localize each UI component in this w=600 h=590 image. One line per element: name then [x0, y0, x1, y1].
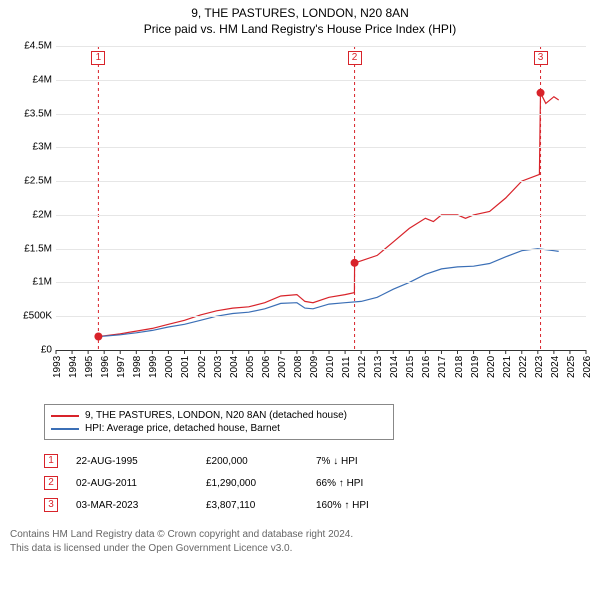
tx-pct: 66% ↑ HPI — [316, 478, 396, 489]
series-hpi — [98, 249, 558, 337]
chart-title: 9, THE PASTURES, LONDON, N20 8AN — [0, 0, 600, 20]
y-axis-label: £1M — [33, 277, 52, 288]
tx-marker-box: 1 — [91, 51, 105, 65]
y-axis-label: £3M — [33, 142, 52, 153]
y-gridline — [56, 147, 586, 148]
y-gridline — [56, 181, 586, 182]
legend: 9, THE PASTURES, LONDON, N20 8AN (detach… — [44, 404, 394, 440]
tx-index-box: 1 — [44, 454, 58, 468]
tx-row: 1 22-AUG-1995£200,0007% ↓ HPI — [44, 450, 396, 472]
legend-swatch — [51, 415, 79, 417]
y-axis-label: £0 — [41, 345, 52, 356]
y-axis-label: £1.5M — [24, 243, 52, 254]
y-axis-label: £3.5M — [24, 108, 52, 119]
tx-price: £200,000 — [206, 456, 316, 467]
tx-row: 2 02-AUG-2011£1,290,00066% ↑ HPI — [44, 472, 396, 494]
legend-swatch — [51, 428, 79, 430]
tx-marker-box: 3 — [534, 51, 548, 65]
y-axis-label: £4.5M — [24, 41, 52, 52]
footer-attribution: Contains HM Land Registry data © Crown c… — [10, 528, 353, 555]
y-gridline — [56, 316, 586, 317]
tx-price: £3,807,110 — [206, 500, 316, 511]
y-gridline — [56, 350, 586, 351]
x-axis-label: 2026 — [582, 356, 600, 378]
y-gridline — [56, 46, 586, 47]
footer-line: Contains HM Land Registry data © Crown c… — [10, 528, 353, 542]
tx-date: 03-MAR-2023 — [76, 500, 206, 511]
chart-area: £0 £500K £1M £1.5M £2M £2.5M £3M £3.5M £4M £4.5M 1… — [0, 40, 600, 398]
footer-line: This data is licensed under the Open Gov… — [10, 542, 353, 556]
y-gridline — [56, 282, 586, 283]
tx-date: 22-AUG-1995 — [76, 456, 206, 467]
tx-marker-dot — [537, 89, 545, 97]
y-gridline — [56, 249, 586, 250]
tx-marker-box: 2 — [348, 51, 362, 65]
chart-svg — [56, 46, 586, 350]
plot-area — [56, 46, 586, 350]
chart-subtitle: Price paid vs. HM Land Registry's House … — [0, 20, 600, 36]
tx-row: 3 03-MAR-2023£3,807,110160% ↑ HPI — [44, 494, 396, 516]
tx-pct: 7% ↓ HPI — [316, 456, 396, 467]
legend-item: 9, THE PASTURES, LONDON, N20 8AN (detach… — [51, 409, 387, 422]
y-axis-label: £500K — [23, 311, 52, 322]
tx-index-box: 2 — [44, 476, 58, 490]
y-axis-label: £4M — [33, 74, 52, 85]
y-axis-label: £2.5M — [24, 176, 52, 187]
y-gridline — [56, 114, 586, 115]
tx-price: £1,290,000 — [206, 478, 316, 489]
legend-label: HPI: Average price, detached house, Barn… — [85, 423, 280, 434]
tx-pct: 160% ↑ HPI — [316, 500, 396, 511]
y-gridline — [56, 80, 586, 81]
tx-index-box: 3 — [44, 498, 58, 512]
tx-marker-dot — [94, 332, 102, 340]
y-axis-label: £2M — [33, 209, 52, 220]
transaction-table: 1 22-AUG-1995£200,0007% ↓ HPI 2 02-AUG-2011… — [44, 450, 396, 516]
legend-item: HPI: Average price, detached house, Barn… — [51, 422, 387, 435]
tx-date: 02-AUG-2011 — [76, 478, 206, 489]
y-gridline — [56, 215, 586, 216]
tx-marker-dot — [351, 259, 359, 267]
legend-label: 9, THE PASTURES, LONDON, N20 8AN (detach… — [85, 410, 347, 421]
